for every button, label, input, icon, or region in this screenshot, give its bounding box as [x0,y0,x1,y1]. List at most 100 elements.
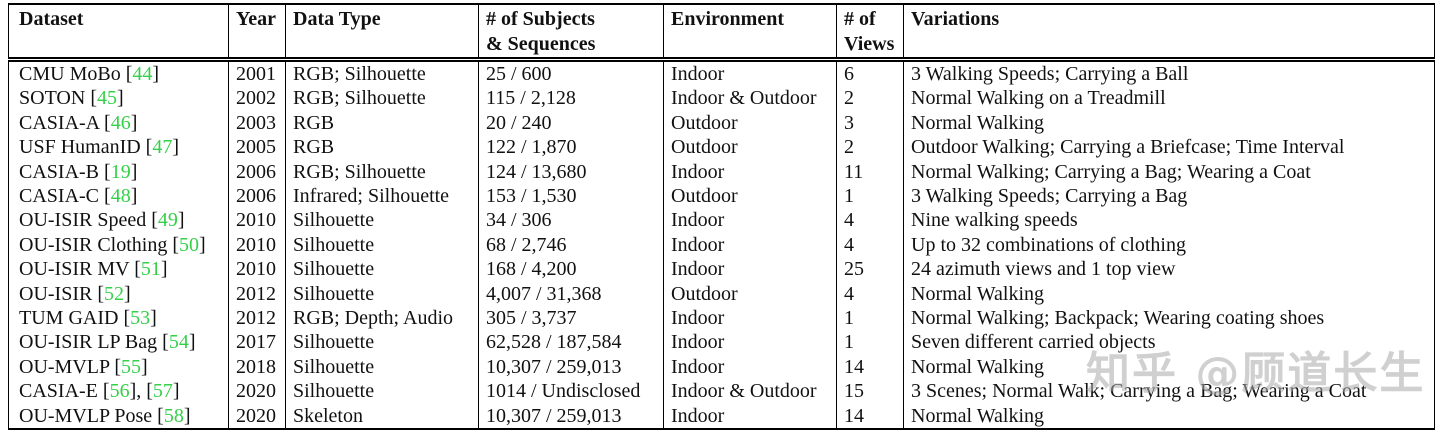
year-cell: 2010 [228,257,286,282]
subjects-sequences-cell: 20 / 240 [478,110,664,136]
dataset-name-cell: OU-ISIR MV [51] [8,257,229,282]
subjects-sequences-cell: 1014 / Undisclosed [478,379,664,404]
subjects-sequences-cell: 168 / 4,200 [478,257,664,282]
citation-ref: 51 [140,258,161,281]
variations-cell: Up to 32 combinations of clothing [903,232,1435,258]
data-type-cell: Silhouette [285,281,479,307]
data-type-cell: Silhouette [285,379,479,404]
dataset-name-cell: CMU MoBo [44] [8,59,229,87]
environment-cell: Indoor [663,403,837,430]
column-header-environment: Environment [663,4,837,62]
citation-ref: 47 [152,136,173,159]
views-cell: 2 [836,86,904,111]
views-cell: 4 [836,208,904,233]
table-row: OU-MVLP Pose [58] 2020 Skeleton 10,307 / 25… [8,403,1435,430]
dataset-name-cell: OU-ISIR Speed [49] [8,208,229,233]
environment-cell: Outdoor [663,184,837,209]
citation-ref: 56 [109,380,130,403]
environment-cell: Outdoor [663,281,837,307]
citation-ref: 45 [96,87,117,110]
variations-cell: Nine walking speeds [903,208,1435,233]
dataset-name-cell: CASIA-E [56], [57] [8,379,229,404]
views-cell: 1 [836,306,904,331]
year-cell: 2020 [228,403,286,430]
variations-cell: 3 Scenes; Normal Walk; Carrying a Bag; W… [903,379,1435,404]
environment-cell: Indoor [663,257,837,282]
data-type-cell: Silhouette [285,208,479,233]
environment-cell: Indoor [663,354,837,380]
environment-cell: Indoor & Outdoor [663,379,837,404]
dataset-name-cell: CASIA-C [48] [8,184,229,209]
year-cell: 2017 [228,330,286,355]
environment-cell: Outdoor [663,110,837,136]
citation-ref: 53 [130,307,151,330]
table-row: OU-ISIR LP Bag [54] 2017 Silhouette 62,528 … [8,330,1435,355]
citation-ref: 44 [132,63,153,85]
year-cell: 2020 [228,379,286,404]
data-type-cell: Silhouette [285,330,479,355]
table-row: OU-ISIR Speed [49] 2010 Silhouette 34 / 306… [8,208,1435,233]
subjects-sequences-cell: 124 / 13,680 [478,159,664,185]
dataset-name-cell: OU-ISIR LP Bag [54] [8,330,229,355]
subjects-sequences-cell: 68 / 2,746 [478,232,664,258]
subjects-sequences-cell: 34 / 306 [478,208,664,233]
variations-cell: Outdoor Walking; Carrying a Briefcase; T… [903,135,1435,160]
year-cell: 2003 [228,110,286,136]
dataset-name-cell: CASIA-A [46] [8,110,229,136]
year-cell: 2005 [228,135,286,160]
year-cell: 2006 [228,159,286,185]
year-cell: 2006 [228,184,286,209]
table-row: TUM GAID [53] 2012 RGB; Depth; Audio 305 / … [8,306,1435,331]
subjects-sequences-cell: 62,528 / 187,584 [478,330,664,355]
views-cell: 11 [836,159,904,185]
data-type-cell: RGB; Silhouette [285,59,479,87]
variations-cell: Normal Walking [903,281,1435,307]
dataset-name-cell: OU-ISIR Clothing [50] [8,232,229,258]
column-header-year: Year [228,4,286,62]
dataset-name-cell: USF HumanID [47] [8,135,229,160]
variations-cell: Normal Walking; Carrying a Bag; Wearing … [903,159,1435,185]
column-header-variations: Variations [903,4,1435,62]
views-cell: 14 [836,354,904,380]
year-cell: 2012 [228,306,286,331]
table-row: CMU MoBo [44] 2001 RGB; Silhouette 25 / 600… [8,59,1435,87]
table-row: CASIA-A [46] 2003 RGB 20 / 240 Outdoor 3 Norma… [8,110,1435,136]
table-row: OU-ISIR MV [51] 2010 Silhouette 168 / 4,200… [8,257,1435,282]
table-row: OU-ISIR Clothing [50] 2010 Silhouette 68 / … [8,232,1435,258]
environment-cell: Indoor [663,208,837,233]
data-type-cell: Skeleton [285,403,479,430]
environment-cell: Indoor [663,330,837,355]
year-cell: 2010 [228,208,286,233]
data-type-cell: RGB; Depth; Audio [285,306,479,331]
environment-cell: Indoor [663,306,837,331]
environment-cell: Indoor [663,232,837,258]
variations-cell: Normal Walking [903,403,1435,430]
citation-ref: 57 [152,380,173,403]
variations-cell: 3 Walking Speeds; Carrying a Ball [903,59,1435,87]
header-row: Dataset Year Data Type # of Subjects & S… [8,4,1435,62]
views-cell: 15 [836,379,904,404]
dataset-name-cell: OU-MVLP Pose [58] [8,403,229,430]
column-header-subjects-sequences: # of Subjects & Sequences [478,4,664,62]
citation-ref: 19 [110,160,131,183]
dataset-name-cell: OU-MVLP [55] [8,354,229,380]
data-type-cell: Silhouette [285,257,479,282]
citation-ref: 46 [110,111,131,134]
data-type-cell: Silhouette [285,232,479,258]
variations-cell: Normal Walking on a Treadmill [903,86,1435,111]
data-type-cell: RGB [285,135,479,160]
dataset-name-cell: TUM GAID [53] [8,306,229,331]
dataset-name-cell: SOTON [45] [8,86,229,111]
variations-cell: 24 azimuth views and 1 top view [903,257,1435,282]
environment-cell: Indoor [663,59,837,87]
variations-cell: Seven different carried objects [903,330,1435,355]
column-header-data-type: Data Type [285,4,479,62]
subjects-sequences-cell: 305 / 3,737 [478,306,664,331]
datasets-table-container: Dataset Year Data Type # of Subjects & S… [8,3,1435,431]
table-row: CASIA-C [48] 2006 Infrared; Silhouette 153 … [8,184,1435,209]
table-row: SOTON [45] 2002 RGB; Silhouette 115 / 2,128… [8,86,1435,111]
citation-ref: 58 [163,404,184,427]
subjects-sequences-cell: 10,307 / 259,013 [478,403,664,430]
data-type-cell: RGB; Silhouette [285,159,479,185]
data-type-cell: RGB [285,110,479,136]
